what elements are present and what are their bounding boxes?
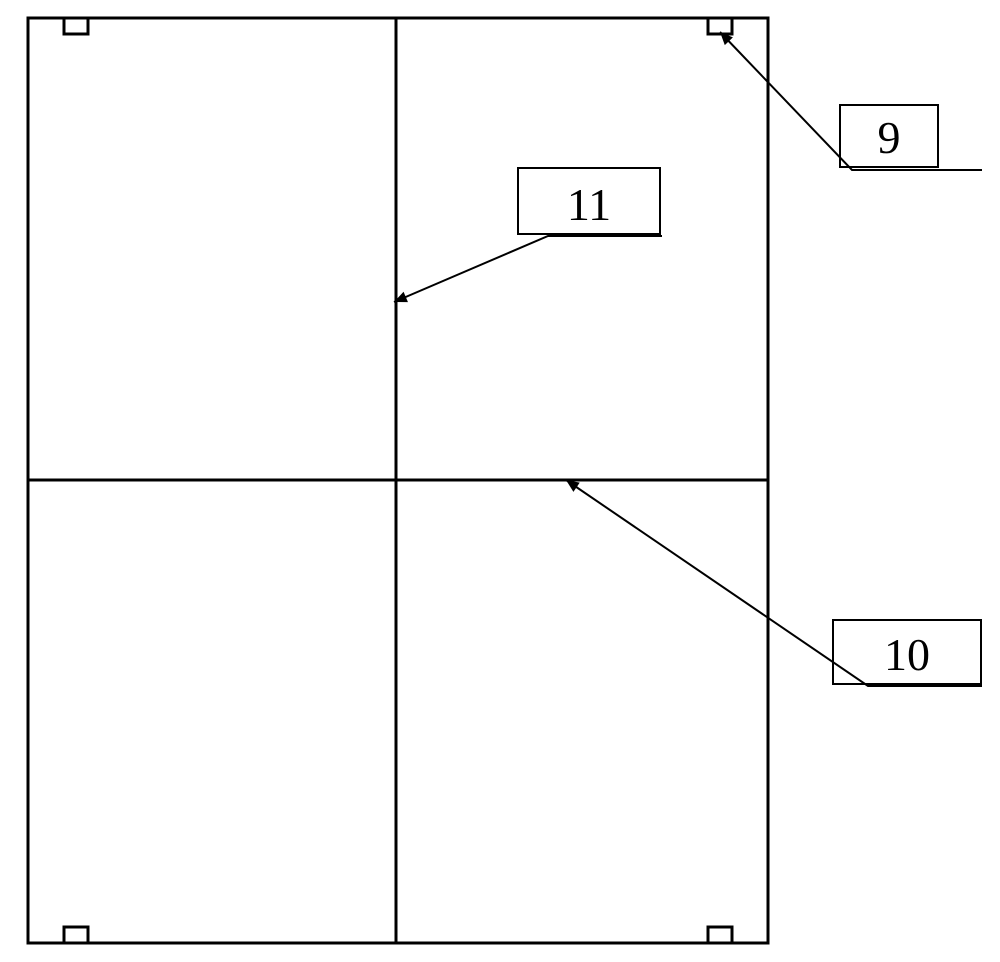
notch-bot-left bbox=[64, 927, 88, 943]
callout-9: 9 bbox=[720, 32, 982, 170]
callout-9-label: 9 bbox=[878, 112, 901, 163]
notch-top-left bbox=[64, 18, 88, 34]
callout-10-label: 10 bbox=[884, 629, 930, 680]
callout-11-label: 11 bbox=[567, 179, 611, 230]
notch-bot-right bbox=[708, 927, 732, 943]
notch-top-right bbox=[708, 18, 732, 34]
callout-10: 10 bbox=[566, 480, 982, 686]
callout-11: 11 bbox=[394, 168, 662, 302]
